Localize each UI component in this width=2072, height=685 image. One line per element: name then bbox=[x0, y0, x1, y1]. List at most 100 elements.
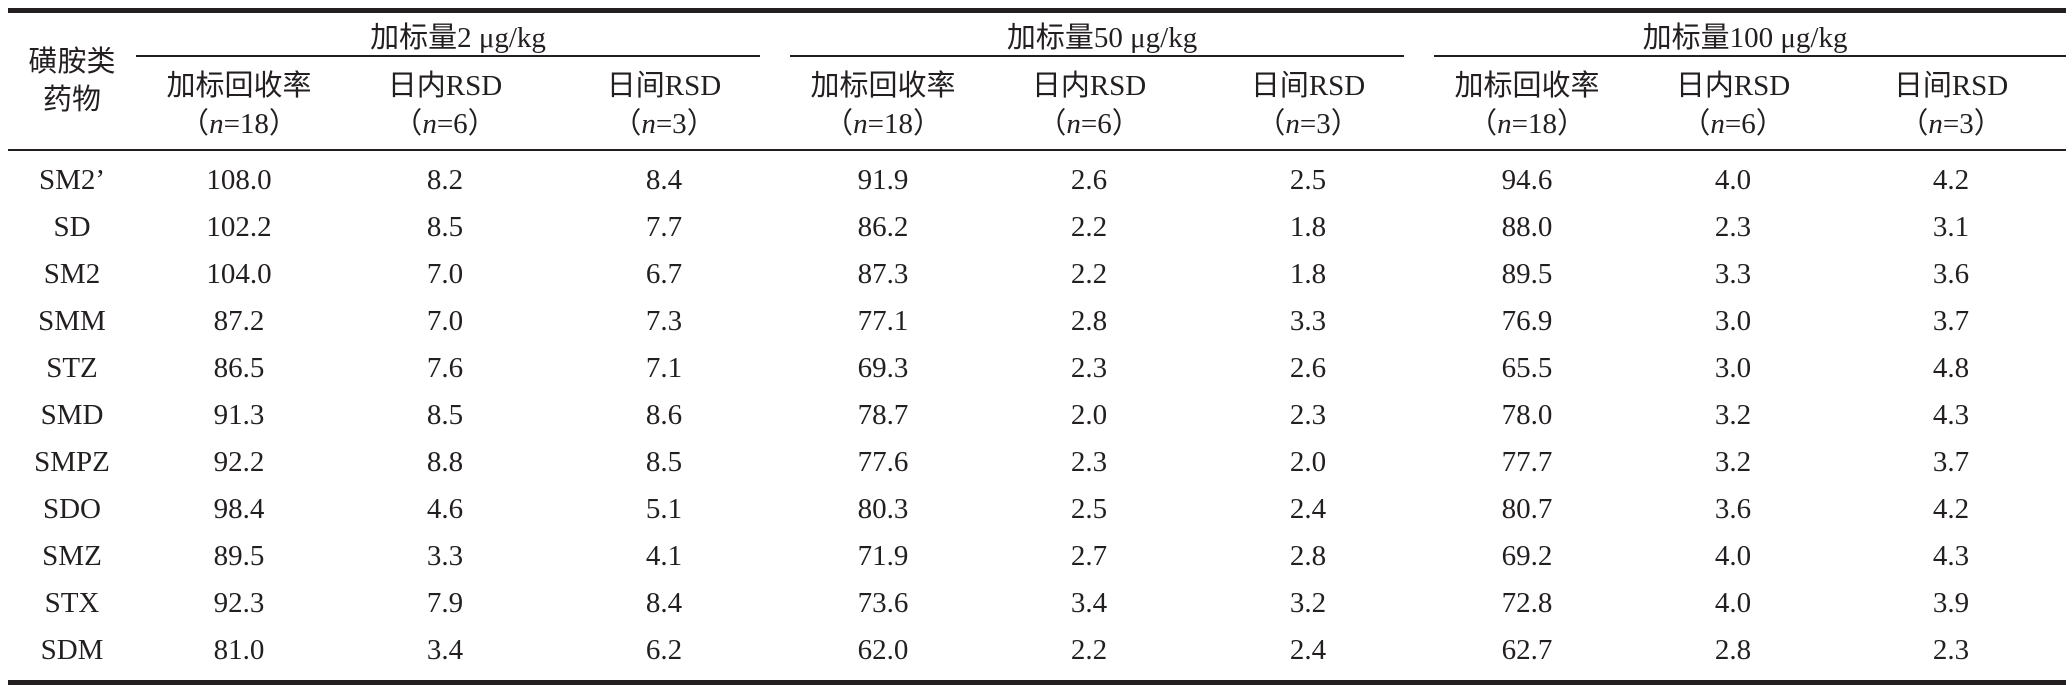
table-body: SM2’ 108.0 8.2 8.4 91.9 2.6 2.5 94.6 4.0 4.2 SD 102… bbox=[8, 151, 2066, 674]
value-cell: 7.0 bbox=[426, 305, 464, 337]
value-cell: 89.5 bbox=[213, 540, 265, 572]
value-cell: 7.9 bbox=[426, 587, 464, 619]
table-row: STZ 86.5 7.6 7.1 69.3 2.3 2.6 65.5 3.0 4.8 bbox=[8, 345, 2066, 392]
value-cell: 98.4 bbox=[213, 493, 265, 525]
value-cell: 4.0 bbox=[1714, 164, 1752, 196]
sub-header-n: （n=6） bbox=[393, 108, 497, 140]
value-cell: 2.7 bbox=[1070, 540, 1108, 572]
value-cell: 2.4 bbox=[1289, 493, 1327, 525]
value-cell: 3.7 bbox=[1932, 446, 1970, 478]
value-cell: 80.7 bbox=[1501, 493, 1553, 525]
group-label: 加标量100 μg/kg bbox=[1642, 22, 1848, 54]
value-cell: 3.1 bbox=[1932, 211, 1970, 243]
sub-header-label: 加标回收率 bbox=[1454, 70, 1600, 102]
value-cell: 2.5 bbox=[1289, 164, 1327, 196]
sub-header-intraday: 日内RSD （n=6） bbox=[1630, 57, 1836, 149]
value-cell: 69.3 bbox=[857, 352, 909, 384]
sub-header-label: 日间RSD bbox=[1893, 70, 2009, 102]
value-cell: 7.3 bbox=[645, 305, 683, 337]
value-cell: 91.9 bbox=[857, 164, 909, 196]
table-row: SMM 87.2 7.0 7.3 77.1 2.8 3.3 76.9 3.0 3.7 bbox=[8, 298, 2066, 345]
value-cell: 77.6 bbox=[857, 446, 909, 478]
value-cell: 7.7 bbox=[645, 211, 683, 243]
value-cell: 4.2 bbox=[1932, 493, 1970, 525]
value-cell: 3.3 bbox=[1714, 258, 1752, 290]
value-cell: 8.4 bbox=[645, 587, 683, 619]
drug-header-line1: 磺胺类 bbox=[28, 46, 116, 78]
recovery-table: 磺胺类 药物 加标量2 μg/kg 加标量50 μg/kg 加标量100 μg/… bbox=[8, 8, 2067, 685]
value-cell: 76.9 bbox=[1501, 305, 1553, 337]
drug-name-cell: SDM bbox=[40, 634, 104, 666]
value-cell: 8.2 bbox=[426, 164, 464, 196]
value-cell: 86.5 bbox=[213, 352, 265, 384]
value-cell: 8.6 bbox=[645, 399, 683, 431]
value-cell: 2.8 bbox=[1714, 634, 1752, 666]
value-cell: 81.0 bbox=[213, 634, 265, 666]
value-cell: 92.3 bbox=[213, 587, 265, 619]
value-cell: 8.5 bbox=[645, 446, 683, 478]
table-row: SM2’ 108.0 8.2 8.4 91.9 2.6 2.5 94.6 4.0 4.2 bbox=[8, 151, 2066, 204]
value-cell: 2.3 bbox=[1714, 211, 1752, 243]
group-label: 加标量50 μg/kg bbox=[1006, 22, 1198, 54]
sub-header-row: 加标回收率 （n=18） 日内RSD （n=6） 日间RSD （n=3） 加标回… bbox=[8, 57, 2066, 149]
sub-header-recovery: 加标回收率 （n=18） bbox=[1424, 57, 1630, 149]
sub-header-intraday: 日内RSD （n=6） bbox=[986, 57, 1192, 149]
table-row: SMD 91.3 8.5 8.6 78.7 2.0 2.3 78.0 3.2 4.3 bbox=[8, 392, 2066, 439]
sub-header-label: 日内RSD bbox=[1031, 70, 1147, 102]
sub-header-interday: 日间RSD （n=3） bbox=[548, 57, 780, 149]
group-underline bbox=[790, 55, 1405, 57]
sub-header-n: （n=6） bbox=[1681, 108, 1785, 140]
value-cell: 3.2 bbox=[1714, 446, 1752, 478]
value-cell: 3.2 bbox=[1714, 399, 1752, 431]
value-cell: 65.5 bbox=[1501, 352, 1553, 384]
sub-header-interday: 日间RSD （n=3） bbox=[1192, 57, 1424, 149]
value-cell: 2.3 bbox=[1070, 446, 1108, 478]
bottom-rule bbox=[8, 680, 2066, 685]
value-cell: 3.0 bbox=[1714, 352, 1752, 384]
sub-header-n: （n=3） bbox=[612, 108, 716, 140]
value-cell: 92.2 bbox=[213, 446, 265, 478]
value-cell: 87.3 bbox=[857, 258, 909, 290]
value-cell: 87.2 bbox=[213, 305, 265, 337]
sub-header-n: （n=3） bbox=[1256, 108, 1360, 140]
value-cell: 3.6 bbox=[1932, 258, 1970, 290]
sub-header-label: 日内RSD bbox=[387, 70, 503, 102]
value-cell: 94.6 bbox=[1501, 164, 1553, 196]
value-cell: 3.4 bbox=[1070, 587, 1108, 619]
sub-header-n: （n=18） bbox=[824, 108, 942, 140]
value-cell: 80.3 bbox=[857, 493, 909, 525]
group-underline bbox=[136, 55, 761, 57]
sub-header-n: （n=6） bbox=[1037, 108, 1141, 140]
value-cell: 2.2 bbox=[1070, 258, 1108, 290]
value-cell: 4.8 bbox=[1932, 352, 1970, 384]
value-cell: 3.3 bbox=[1289, 305, 1327, 337]
value-cell: 91.3 bbox=[213, 399, 265, 431]
group-header-100: 加标量100 μg/kg bbox=[1424, 13, 2067, 57]
value-cell: 2.2 bbox=[1070, 634, 1108, 666]
value-cell: 7.1 bbox=[645, 352, 683, 384]
value-cell: 4.2 bbox=[1932, 164, 1970, 196]
drug-name-cell: STX bbox=[44, 587, 100, 619]
value-cell: 89.5 bbox=[1501, 258, 1553, 290]
table-row: SDO 98.4 4.6 5.1 80.3 2.5 2.4 80.7 3.6 4.2 bbox=[8, 486, 2066, 533]
value-cell: 8.4 bbox=[645, 164, 683, 196]
value-cell: 1.8 bbox=[1289, 211, 1327, 243]
drug-name-cell: SMM bbox=[38, 305, 106, 337]
value-cell: 86.2 bbox=[857, 211, 909, 243]
drug-name-cell: SMD bbox=[40, 399, 104, 431]
value-cell: 73.6 bbox=[857, 587, 909, 619]
drug-name-cell: SMPZ bbox=[34, 446, 110, 478]
value-cell: 3.3 bbox=[426, 540, 464, 572]
value-cell: 2.2 bbox=[1070, 211, 1108, 243]
sub-header-label: 加标回收率 bbox=[810, 70, 956, 102]
value-cell: 2.3 bbox=[1932, 634, 1970, 666]
drug-name-cell: SMZ bbox=[42, 540, 102, 572]
value-cell: 2.0 bbox=[1289, 446, 1327, 478]
value-cell: 2.6 bbox=[1070, 164, 1108, 196]
value-cell: 104.0 bbox=[206, 258, 272, 290]
table-row: SMPZ 92.2 8.8 8.5 77.6 2.3 2.0 77.7 3.2 3.7 bbox=[8, 439, 2066, 486]
value-cell: 3.9 bbox=[1932, 587, 1970, 619]
value-cell: 4.0 bbox=[1714, 540, 1752, 572]
value-cell: 77.1 bbox=[857, 305, 909, 337]
value-cell: 62.0 bbox=[857, 634, 909, 666]
